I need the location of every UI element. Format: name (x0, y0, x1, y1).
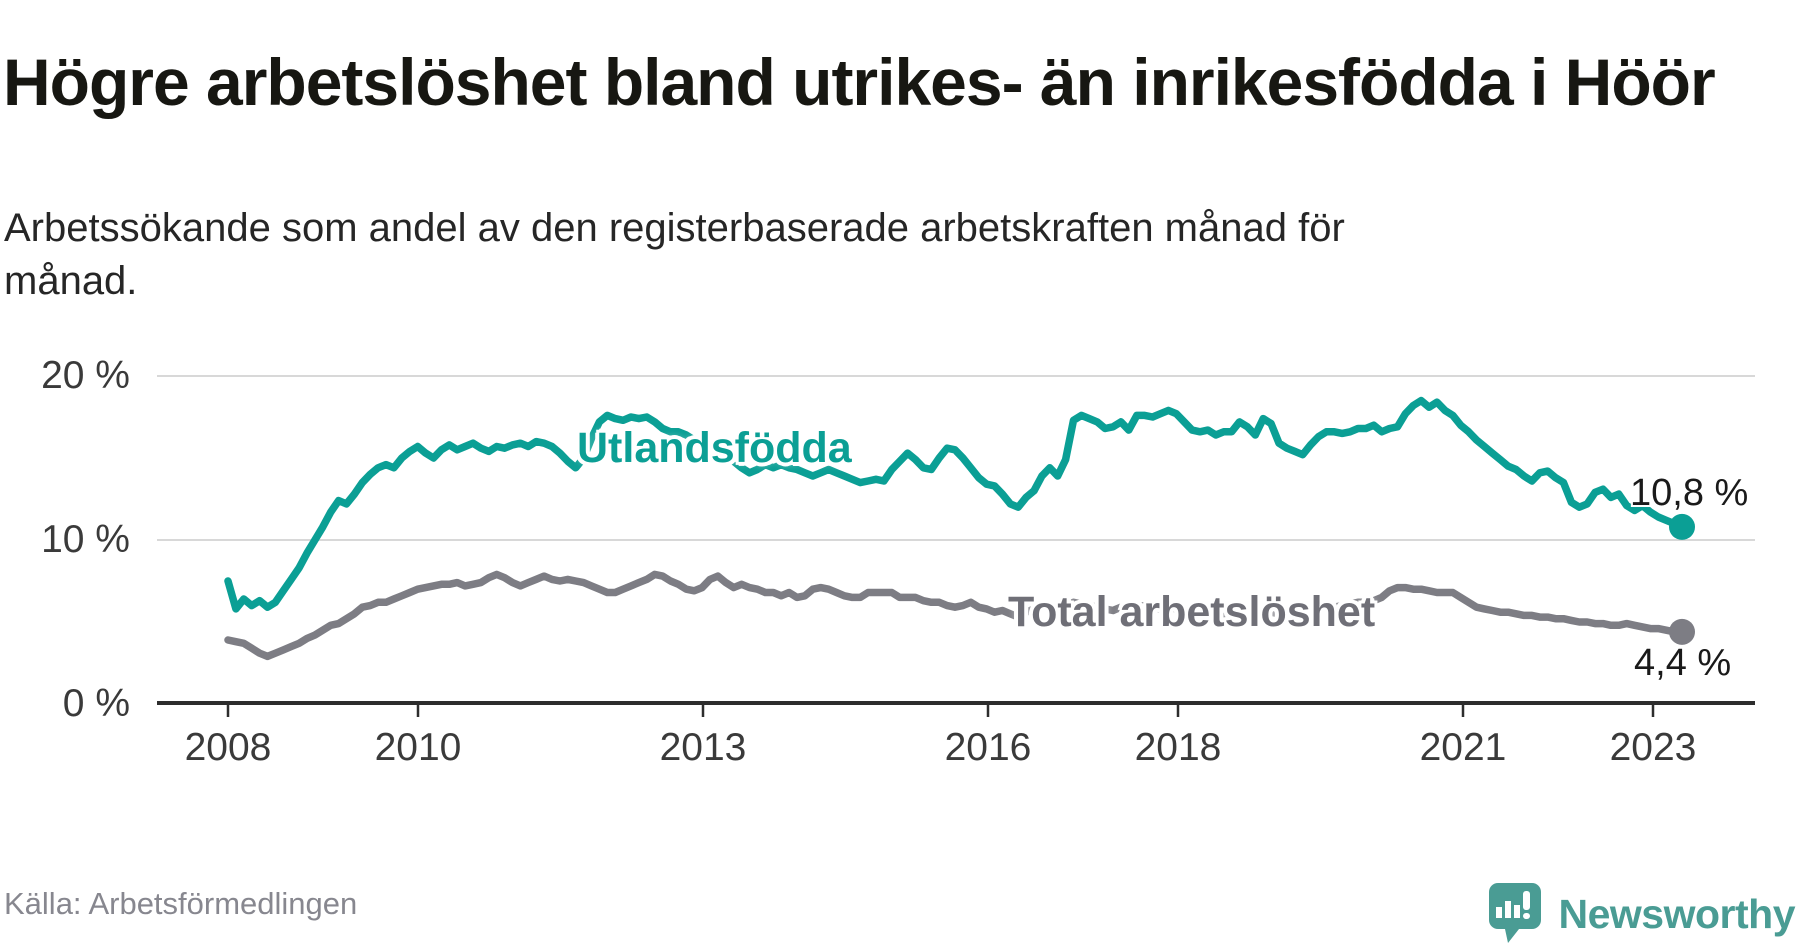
x-tick-label: 2018 (1134, 726, 1222, 769)
x-tick-label: 2013 (659, 726, 747, 769)
newsworthy-wordmark: Newsworthy (1558, 890, 1796, 937)
end-value-label-total: 4,4 % (1634, 642, 1732, 684)
newsworthy-logo-icon (1488, 883, 1541, 943)
x-tick-label: 2016 (944, 726, 1032, 769)
series-end-dot (1669, 618, 1695, 645)
end-value-label-utlandsfodda: 10,8 % (1630, 472, 1749, 514)
y-tick-label: 10 % (41, 518, 130, 561)
series-label-utlandsfodda: Utlandsfödda (577, 424, 852, 472)
source-note: Källa: Arbetsförmedlingen (4, 886, 358, 921)
y-tick-label: 0 % (62, 682, 130, 725)
y-tick-label: 20 % (41, 354, 130, 397)
x-tick-label: 2008 (184, 726, 272, 769)
series-end-dot (1669, 513, 1695, 540)
newsworthy-logo: Newsworthy (1488, 880, 1796, 948)
series-line (224, 396, 1686, 613)
chart-title: Högre arbetslöshet bland utrikes- än inr… (3, 45, 1716, 120)
x-tick-label: 2021 (1419, 726, 1507, 769)
chart-subtitle: Arbetssökande som andel av den registerb… (4, 206, 1345, 303)
x-tick-label: 2023 (1609, 726, 1697, 769)
x-tick-label: 2010 (374, 726, 462, 769)
series-line (224, 570, 1686, 661)
series-label-total-arbetsloshet: Total arbetslöshet (1008, 588, 1376, 636)
